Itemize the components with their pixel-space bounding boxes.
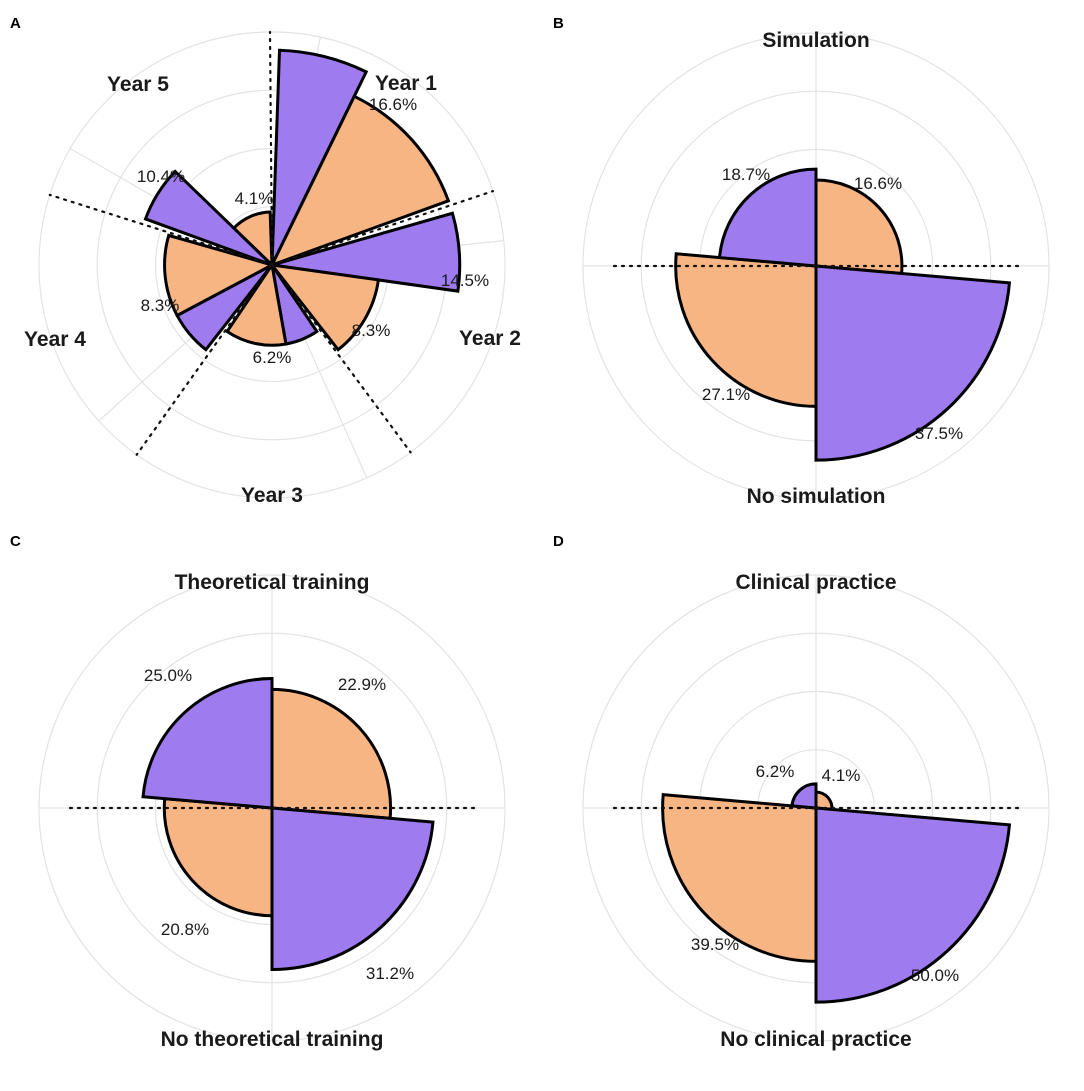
- group-label-simulation: Simulation: [762, 29, 869, 52]
- panel-d-wedges: [661, 782, 1012, 1004]
- pct-label-year1-purple: 16.6%: [369, 95, 417, 114]
- panel-b: B Simulation No simulation 16.6% 37.5% 2…: [553, 15, 1050, 508]
- category-label-year-1: Year 1: [375, 72, 437, 95]
- pct-label-year4-purple: 8.3%: [141, 296, 180, 315]
- panel-b-wedges: [674, 167, 1012, 462]
- panel-letter-b: B: [553, 15, 564, 32]
- panel-a-dividers: [48, 30, 495, 456]
- pct-label-c-orange-bottom: 20.8%: [161, 920, 209, 939]
- pct-label-b-orange-top: 16.6%: [854, 174, 902, 193]
- pct-label-d-orange-bottom: 39.5%: [691, 935, 739, 954]
- pct-label-year5-orange: 4.1%: [235, 189, 274, 208]
- panel-letter-d: D: [553, 533, 564, 550]
- divider-line-5: [48, 193, 274, 267]
- panel-a-wedges: [143, 48, 462, 352]
- wedge-no-theoretical-training-purple: [270, 806, 435, 972]
- panel-c-wedges: [141, 677, 435, 972]
- panel-c: C Theoretical training No theoretical tr…: [10, 533, 506, 1051]
- group-label-clinical-practice: Clinical practice: [735, 571, 896, 594]
- pct-label-year3-purple: 6.2%: [253, 348, 292, 367]
- pct-label-b-purple-bottom: 37.5%: [915, 424, 963, 443]
- wedge-no-simulation-orange: [674, 252, 818, 408]
- panel-a: A Year 1 Year 2 Year 3 Year 4 Year 5 16.…: [10, 15, 521, 507]
- panel-letter-c: C: [10, 533, 21, 550]
- pct-label-c-purple-bottom: 31.2%: [366, 964, 414, 983]
- wedge-year-3-orange: [225, 261, 288, 347]
- wedge-year-1-orange: [269, 94, 451, 268]
- category-label-year-5: Year 5: [107, 73, 169, 96]
- wedge-simulation-orange: [814, 178, 904, 276]
- wedge-year-5-orange: [231, 210, 274, 269]
- wedge-no-theoretical-training-orange: [162, 796, 274, 918]
- panel-d: D Clinical practice No clinical practice…: [553, 533, 1050, 1051]
- divider-line-3: [270, 263, 412, 454]
- panel-c-labels: Theoretical training No theoretical trai…: [144, 571, 414, 1051]
- panel-a-labels: Year 1 Year 2 Year 3 Year 4 Year 5 16.6%…: [24, 72, 521, 507]
- wedge-theoretical-training-purple: [141, 677, 274, 810]
- group-label-theoretical-training: Theoretical training: [175, 571, 370, 594]
- group-label-no-simulation: No simulation: [747, 485, 886, 508]
- divider-line-4: [135, 263, 274, 456]
- wedge-year-2-orange: [268, 262, 381, 352]
- divider-line-1: [268, 30, 274, 267]
- pct-label-d-purple-bottom: 50.0%: [911, 966, 959, 985]
- group-label-no-clinical-practice: No clinical practice: [720, 1028, 911, 1051]
- pct-label-year2-orange: 8.3%: [352, 321, 391, 340]
- category-label-year-4: Year 4: [24, 328, 86, 351]
- category-label-year-3: Year 3: [241, 484, 303, 507]
- category-label-year-2: Year 2: [459, 327, 521, 350]
- pct-label-b-orange-bottom: 27.1%: [702, 385, 750, 404]
- grid-circle-4: [38, 31, 506, 499]
- pct-label-b-purple-top: 18.7%: [722, 165, 770, 184]
- wedge-simulation-purple: [717, 167, 818, 268]
- wedge-year-5-purple: [143, 169, 274, 267]
- wedge-no-clinical-practice-orange: [661, 793, 818, 963]
- panel-letter-a: A: [10, 15, 21, 32]
- wedge-no-simulation-purple: [814, 264, 1012, 462]
- panel-b-labels: Simulation No simulation 16.6% 37.5% 27.…: [702, 29, 963, 508]
- wedge-year-2-purple: [271, 211, 462, 293]
- wedge-theoretical-training-orange: [270, 687, 393, 820]
- pct-label-year5-purple: 10.4%: [137, 167, 185, 186]
- pct-label-d-orange-top: 4.1%: [822, 766, 861, 785]
- pct-label-d-purple-top: 6.2%: [756, 762, 795, 781]
- divider-line-2: [270, 190, 495, 267]
- wedge-year-4-orange: [163, 233, 276, 318]
- wedge-no-clinical-practice-purple: [814, 806, 1012, 1004]
- wedge-year-1-purple: [270, 48, 369, 266]
- group-label-no-theoretical-training: No theoretical training: [161, 1028, 384, 1051]
- wedge-clinical-practice-purple: [790, 782, 818, 810]
- panel-d-labels: Clinical practice No clinical practice 4…: [691, 571, 959, 1051]
- pct-label-year2-purple: 14.5%: [441, 271, 489, 290]
- pct-label-c-orange-top: 22.9%: [338, 675, 386, 694]
- pct-label-c-purple-top: 25.0%: [144, 666, 192, 685]
